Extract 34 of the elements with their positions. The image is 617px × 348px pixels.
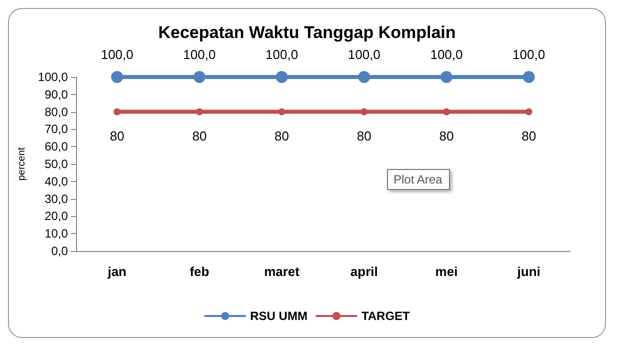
y-tick-label: 60,0 [44,140,68,154]
data-label: 100,0 [348,47,380,62]
data-label: 80 [439,128,454,144]
y-tick-label: 50,0 [44,157,68,171]
chart-title: Kecepatan Waktu Tanggap Komplain [158,23,456,42]
data-label: 100,0 [266,47,298,62]
data-label: 80 [192,128,207,144]
y-tick-label: 100,0 [38,70,68,84]
data-label: 100,0 [183,47,216,62]
y-tick-label: 70,0 [44,122,68,136]
y-axis-title: percent [16,147,28,181]
legend-label: TARGET [361,309,411,323]
x-tick-label: juni [516,264,540,279]
data-label: 80 [356,128,372,144]
data-label: 100,0 [430,47,463,62]
x-tick-label: maret [264,264,300,279]
y-tick-label: 0,0 [51,244,68,258]
data-label: 100,0 [100,47,134,62]
data-label: 100,0 [512,47,546,62]
y-tick-label: 10,0 [44,226,68,241]
y-tick-label: 30,0 [44,192,68,206]
x-tick-label: jan [106,264,127,279]
y-tick-label: 40,0 [44,174,68,188]
x-tick-label: mei [435,264,458,279]
y-tick-label: 90,0 [44,87,68,102]
legend-label: RSU UMM [250,309,308,323]
data-label: 80 [274,128,290,144]
x-tick-label: feb [190,264,210,279]
data-label: 80 [110,128,124,144]
data-label: 80 [522,128,536,144]
y-tick-label: 20,0 [44,209,68,224]
y-tick-label: 80,0 [44,104,68,119]
annotation: Plot Area [394,172,443,186]
x-tick-label: april [350,264,378,279]
